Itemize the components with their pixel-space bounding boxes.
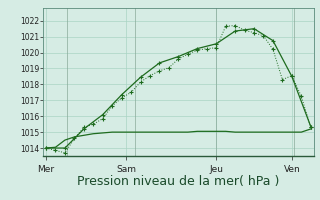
X-axis label: Pression niveau de la mer( hPa ): Pression niveau de la mer( hPa ) — [77, 175, 280, 188]
